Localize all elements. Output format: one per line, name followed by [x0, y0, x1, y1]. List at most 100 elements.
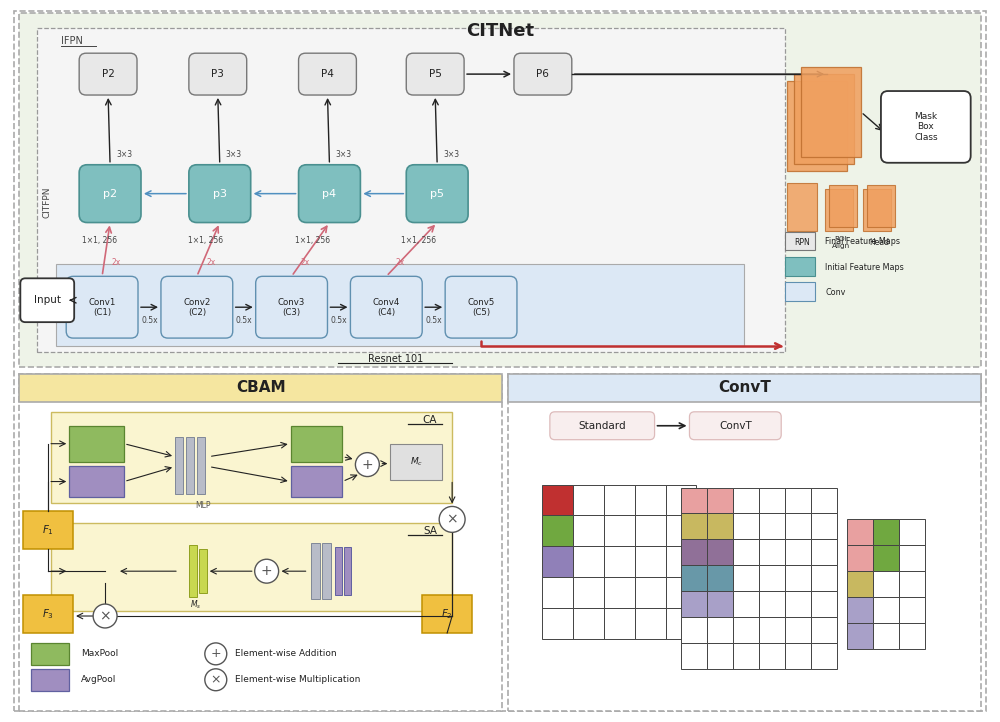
Text: AvgPool: AvgPool: [81, 675, 117, 684]
Text: CITNet: CITNet: [466, 22, 534, 40]
Text: ×: ×: [446, 513, 458, 526]
Text: P3: P3: [211, 69, 224, 79]
Text: p2: p2: [103, 188, 117, 199]
Bar: [707, 565, 733, 591]
Bar: [847, 545, 873, 571]
Circle shape: [255, 560, 279, 583]
Bar: [604, 608, 635, 639]
Text: 0.5x: 0.5x: [236, 316, 253, 325]
Text: 1×1, 256: 1×1, 256: [295, 236, 330, 245]
Bar: [573, 516, 604, 547]
Bar: [666, 484, 696, 516]
Text: Conv5
(C5): Conv5 (C5): [467, 297, 495, 317]
Bar: [811, 513, 837, 539]
Bar: [801, 67, 861, 157]
Text: P6: P6: [536, 69, 549, 79]
Text: Conv3
(C3): Conv3 (C3): [278, 297, 305, 317]
Text: $F_3$: $F_3$: [42, 607, 54, 621]
Bar: [681, 643, 707, 669]
Text: MaxPool: MaxPool: [81, 649, 118, 658]
Bar: [707, 487, 733, 513]
Bar: [322, 543, 331, 599]
Text: 2x: 2x: [111, 258, 121, 267]
Text: +: +: [362, 458, 373, 471]
Bar: [899, 545, 925, 571]
Text: 2x: 2x: [206, 258, 215, 267]
Text: $M_c$: $M_c$: [410, 456, 423, 468]
Bar: [666, 608, 696, 639]
Bar: [508, 374, 981, 710]
Bar: [573, 547, 604, 577]
Bar: [666, 516, 696, 547]
Bar: [899, 519, 925, 545]
Bar: [873, 571, 899, 597]
Text: 0.5x: 0.5x: [141, 316, 158, 325]
Bar: [785, 487, 811, 513]
Text: 1×1, 256: 1×1, 256: [401, 236, 436, 245]
Text: Conv2
(C2): Conv2 (C2): [183, 297, 211, 317]
FancyBboxPatch shape: [299, 165, 360, 222]
Bar: [189, 545, 197, 597]
Bar: [335, 547, 342, 595]
Text: CITFPN: CITFPN: [43, 187, 52, 218]
Circle shape: [205, 643, 227, 665]
Text: Conv1
(C1): Conv1 (C1): [88, 297, 116, 317]
Bar: [785, 591, 811, 617]
Bar: [51, 523, 452, 611]
Bar: [785, 513, 811, 539]
FancyBboxPatch shape: [20, 278, 74, 322]
Text: P4: P4: [321, 69, 334, 79]
Bar: [681, 591, 707, 617]
Text: SA: SA: [423, 526, 437, 536]
Bar: [344, 547, 351, 595]
Bar: [542, 484, 573, 516]
Bar: [573, 577, 604, 608]
Bar: [542, 608, 573, 639]
Bar: [733, 539, 759, 565]
Text: 3×3: 3×3: [443, 150, 459, 160]
Bar: [787, 183, 817, 230]
Text: Element-wise Multiplication: Element-wise Multiplication: [235, 675, 360, 684]
Bar: [291, 426, 342, 461]
Bar: [681, 513, 707, 539]
FancyBboxPatch shape: [79, 165, 141, 222]
Text: P5: P5: [429, 69, 442, 79]
Bar: [19, 13, 981, 367]
Bar: [707, 513, 733, 539]
Bar: [899, 623, 925, 649]
Bar: [186, 437, 194, 495]
Bar: [604, 547, 635, 577]
Bar: [759, 539, 785, 565]
Bar: [635, 547, 666, 577]
Bar: [69, 426, 124, 461]
Bar: [867, 185, 895, 227]
FancyBboxPatch shape: [189, 53, 247, 95]
Text: Initial Feature Maps: Initial Feature Maps: [825, 263, 904, 272]
Bar: [37, 28, 785, 352]
Bar: [847, 571, 873, 597]
Bar: [811, 565, 837, 591]
Text: $F_1$: $F_1$: [42, 523, 54, 537]
Bar: [811, 591, 837, 617]
FancyBboxPatch shape: [550, 412, 655, 440]
Text: Standard: Standard: [578, 421, 626, 431]
Text: Input: Input: [34, 295, 61, 305]
Text: p3: p3: [213, 188, 227, 199]
Bar: [56, 264, 744, 346]
Bar: [681, 617, 707, 643]
Bar: [873, 545, 899, 571]
Bar: [199, 549, 207, 593]
Circle shape: [439, 506, 465, 532]
Text: ROI
Align: ROI Align: [832, 236, 850, 249]
Bar: [873, 597, 899, 623]
Bar: [899, 571, 925, 597]
Bar: [604, 577, 635, 608]
Text: p4: p4: [322, 188, 337, 199]
Bar: [69, 466, 124, 497]
FancyBboxPatch shape: [514, 53, 572, 95]
Bar: [542, 577, 573, 608]
Bar: [681, 565, 707, 591]
Bar: [825, 188, 853, 230]
Bar: [785, 539, 811, 565]
Text: ×: ×: [99, 609, 111, 623]
